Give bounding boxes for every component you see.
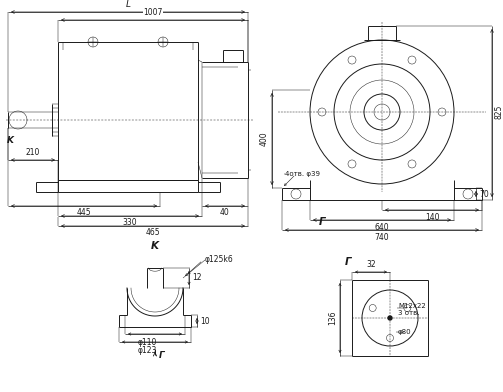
Text: Г: Г	[319, 217, 325, 227]
Text: 10: 10	[200, 316, 210, 325]
Text: φ110: φ110	[137, 338, 157, 347]
Text: 640: 640	[375, 223, 389, 232]
Text: 3 отв.: 3 отв.	[398, 310, 420, 316]
Text: 465: 465	[146, 228, 160, 237]
Text: 740: 740	[375, 233, 389, 242]
Text: 136: 136	[328, 311, 337, 325]
Text: 40: 40	[220, 208, 230, 217]
Text: 32: 32	[366, 260, 376, 269]
Text: 140: 140	[425, 213, 439, 222]
Text: 825: 825	[495, 105, 503, 119]
Text: φ80: φ80	[398, 329, 411, 335]
Text: 12: 12	[192, 274, 202, 283]
Text: 330: 330	[123, 218, 137, 227]
Text: Г: Г	[159, 350, 165, 359]
Text: 445: 445	[77, 208, 92, 217]
Text: 4отв. φ39: 4отв. φ39	[285, 171, 320, 177]
Text: Г: Г	[345, 257, 351, 267]
Circle shape	[388, 316, 392, 320]
Text: L: L	[126, 0, 130, 9]
Text: K: K	[7, 136, 14, 145]
Text: K: K	[151, 241, 159, 251]
Text: 210: 210	[26, 148, 40, 157]
Text: 400: 400	[260, 132, 269, 146]
Text: φ123: φ123	[137, 346, 157, 355]
Text: 1007: 1007	[143, 8, 162, 17]
Text: M12x22: M12x22	[398, 303, 426, 309]
Text: φ125k6: φ125k6	[205, 256, 234, 265]
Text: 70: 70	[479, 189, 489, 198]
